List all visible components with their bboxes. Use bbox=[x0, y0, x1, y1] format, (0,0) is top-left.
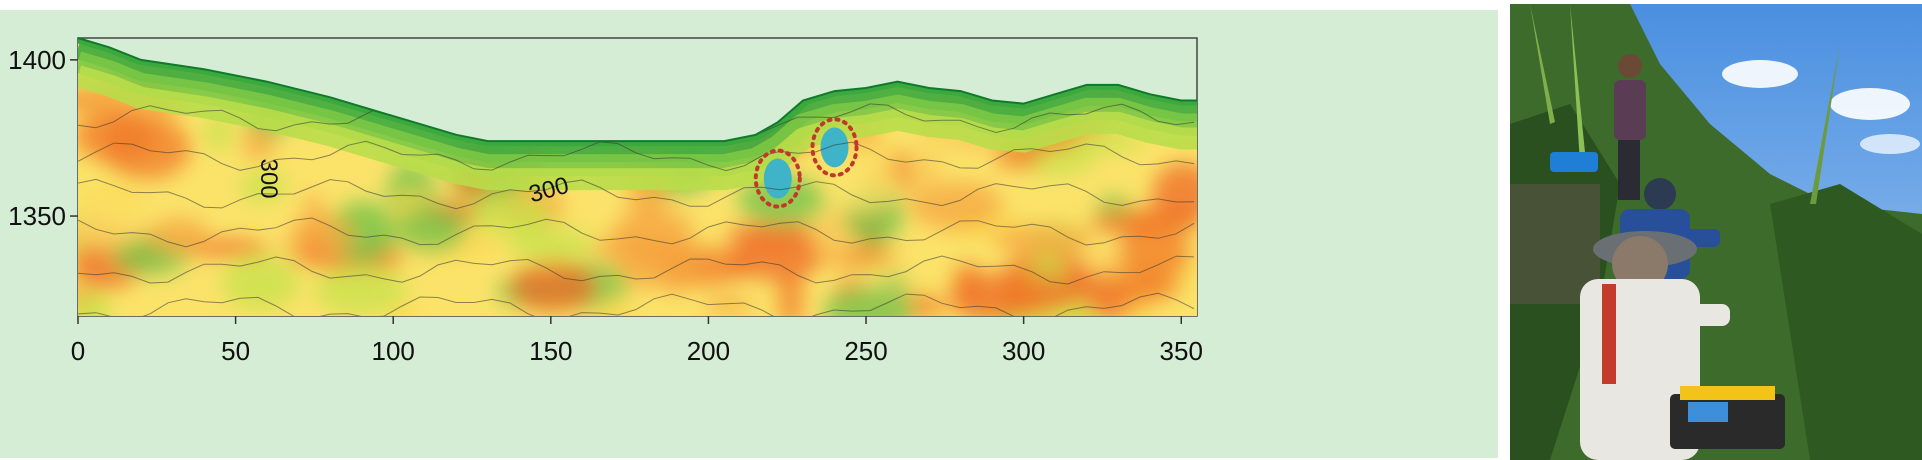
resistivity-cell bbox=[828, 247, 900, 269]
cable-drum bbox=[1550, 152, 1598, 172]
x-tick-label: 350 bbox=[1160, 336, 1203, 366]
anomaly-core bbox=[820, 127, 849, 168]
person-standing bbox=[1614, 54, 1646, 200]
anomaly-marker bbox=[753, 148, 802, 209]
resistivity-cell bbox=[909, 180, 1003, 230]
x-tick-label: 150 bbox=[529, 336, 572, 366]
grass-blade bbox=[1570, 4, 1586, 164]
contour-lines bbox=[78, 102, 1195, 316]
x-tick-label: 100 bbox=[372, 336, 415, 366]
resistivity-cell bbox=[507, 227, 594, 263]
rock-slope bbox=[1510, 184, 1600, 304]
resistivity-cell bbox=[78, 200, 149, 247]
cloud bbox=[1830, 88, 1910, 120]
resistivity-cell bbox=[314, 265, 409, 315]
x-tick-label: 250 bbox=[844, 336, 887, 366]
resistivity-cell bbox=[509, 261, 598, 313]
resistivity-cell bbox=[822, 287, 915, 316]
anomaly-core bbox=[763, 158, 792, 199]
resistivity-panel: 300 300 0 50 100 150 200 250 300 350 1350 1400 bbox=[0, 10, 1498, 458]
contour-line bbox=[78, 178, 1195, 210]
cloud bbox=[1860, 134, 1920, 154]
contour-line bbox=[78, 255, 1195, 285]
resistivity-cell bbox=[1118, 225, 1191, 281]
anomaly-marker bbox=[810, 117, 859, 178]
resistivity-cell bbox=[78, 109, 158, 162]
resistivity-cell bbox=[995, 272, 1077, 315]
resistivity-cell bbox=[397, 205, 467, 253]
vegetation bbox=[1770, 184, 1922, 460]
field-survey-photo bbox=[1510, 4, 1922, 460]
grass-blade bbox=[1530, 4, 1555, 124]
resistivity-cell bbox=[242, 127, 276, 160]
resistivity-cell bbox=[614, 207, 694, 257]
resistivity-cell bbox=[222, 254, 299, 310]
resistivity-cell bbox=[954, 265, 983, 293]
resistivity-cell bbox=[704, 296, 754, 314]
x-tick-label: 50 bbox=[221, 336, 250, 366]
y-tick-label: 1350 bbox=[8, 201, 66, 231]
resistivity-section bbox=[78, 38, 1197, 316]
x-tick-label: 200 bbox=[687, 336, 730, 366]
contour-line bbox=[78, 292, 1195, 316]
contour-line bbox=[78, 217, 1195, 248]
resistivity-cell bbox=[992, 224, 1095, 256]
x-tick-label: 0 bbox=[71, 336, 85, 366]
resistivity-cell bbox=[728, 236, 824, 281]
ground-surface bbox=[77, 37, 1197, 143]
contour-line bbox=[78, 140, 1195, 172]
x-axis: 0 50 100 150 200 250 300 350 bbox=[71, 316, 1203, 366]
contour-label: 300 bbox=[255, 159, 282, 199]
y-axis: 1350 1400 bbox=[8, 45, 78, 231]
x-tick-label: 300 bbox=[1002, 336, 1045, 366]
anomaly-markers bbox=[753, 117, 859, 209]
y-tick-label: 1400 bbox=[8, 45, 66, 75]
grass-blade bbox=[1810, 44, 1840, 204]
resistivity-cell bbox=[777, 269, 804, 316]
cloud bbox=[1722, 60, 1798, 88]
resistivity-cell bbox=[152, 217, 209, 256]
survey-instrument bbox=[1670, 386, 1785, 449]
resistivity-cell bbox=[78, 291, 112, 316]
resistivity-section-chart: 300 300 0 50 100 150 200 250 300 350 1350 1400 bbox=[8, 37, 1203, 366]
resistivity-cell bbox=[239, 169, 287, 204]
resistivity-cell bbox=[994, 146, 1043, 169]
resistivity-cell bbox=[1091, 209, 1165, 236]
resistivity-cell bbox=[1152, 162, 1197, 225]
resistivity-cell bbox=[287, 216, 357, 254]
